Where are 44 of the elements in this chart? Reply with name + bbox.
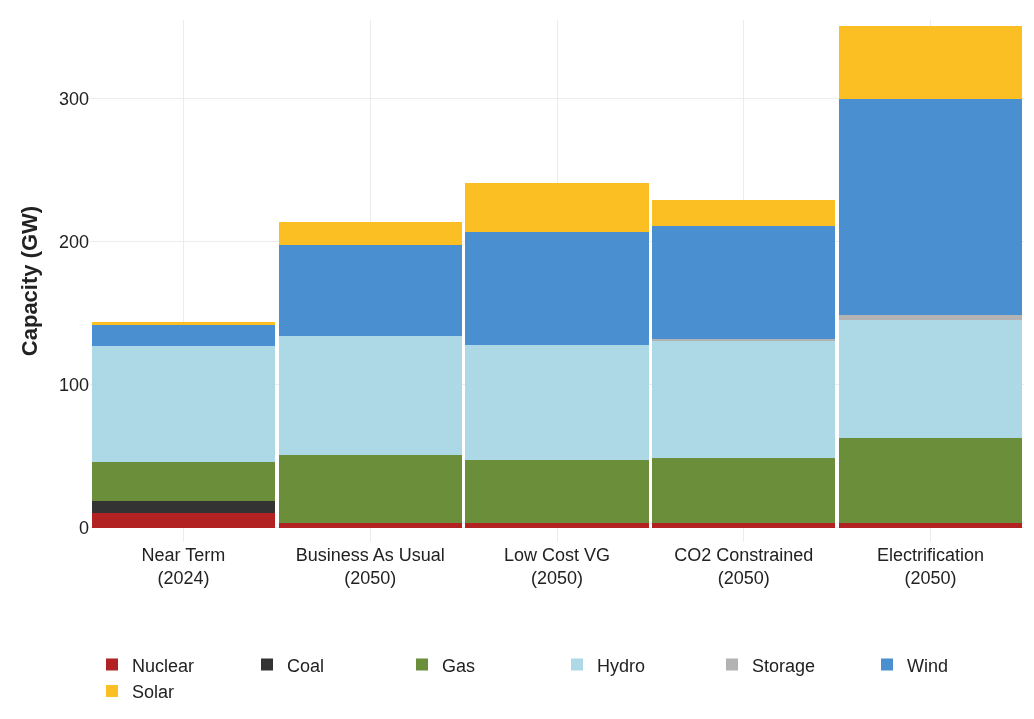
bar bbox=[839, 98, 1023, 315]
legend-label: Gas bbox=[442, 655, 476, 676]
x-tick-label: Low Cost VG (2050) bbox=[503, 545, 611, 589]
bar bbox=[91, 321, 275, 325]
bar bbox=[652, 340, 836, 458]
bar bbox=[465, 344, 649, 461]
bar bbox=[278, 336, 462, 455]
bar bbox=[465, 523, 649, 528]
bar bbox=[839, 25, 1023, 99]
legend-label: Nuclear bbox=[132, 655, 195, 676]
y-tick-label: 300 bbox=[58, 88, 89, 109]
bar bbox=[652, 457, 836, 524]
x-tick-label: Near Term (2024) bbox=[141, 545, 226, 589]
x-tick-label: CO2 Constrained (2050) bbox=[674, 545, 814, 589]
bar bbox=[278, 454, 462, 524]
bar bbox=[91, 461, 275, 501]
bar bbox=[278, 523, 462, 528]
bar bbox=[465, 183, 649, 232]
y-tick-label: 100 bbox=[58, 374, 89, 395]
legend-label: Coal bbox=[287, 655, 325, 676]
bar bbox=[91, 346, 275, 462]
bar bbox=[278, 244, 462, 337]
bar bbox=[465, 460, 649, 524]
bar bbox=[652, 338, 836, 341]
bar bbox=[839, 437, 1023, 524]
bar bbox=[278, 221, 462, 245]
bar bbox=[652, 200, 836, 226]
bar bbox=[839, 523, 1023, 528]
bar bbox=[91, 500, 275, 514]
bar bbox=[839, 320, 1023, 438]
bar bbox=[652, 523, 836, 528]
x-tick-label: Business As Usual (2050) bbox=[295, 545, 445, 589]
bar bbox=[91, 513, 275, 528]
legend-label: Solar bbox=[132, 682, 175, 703]
legend-label: Hydro bbox=[597, 655, 646, 676]
legend-label: Wind bbox=[907, 655, 949, 676]
bar bbox=[652, 225, 836, 339]
y-axis-title: Capacity (GW) bbox=[16, 205, 42, 357]
y-tick-label: 0 bbox=[78, 518, 89, 538]
y-tick-label: 200 bbox=[58, 231, 89, 252]
bar bbox=[465, 231, 649, 345]
bar bbox=[91, 324, 275, 347]
legend-label: Storage bbox=[752, 655, 816, 676]
x-tick-label: Electrification (2050) bbox=[877, 545, 985, 589]
